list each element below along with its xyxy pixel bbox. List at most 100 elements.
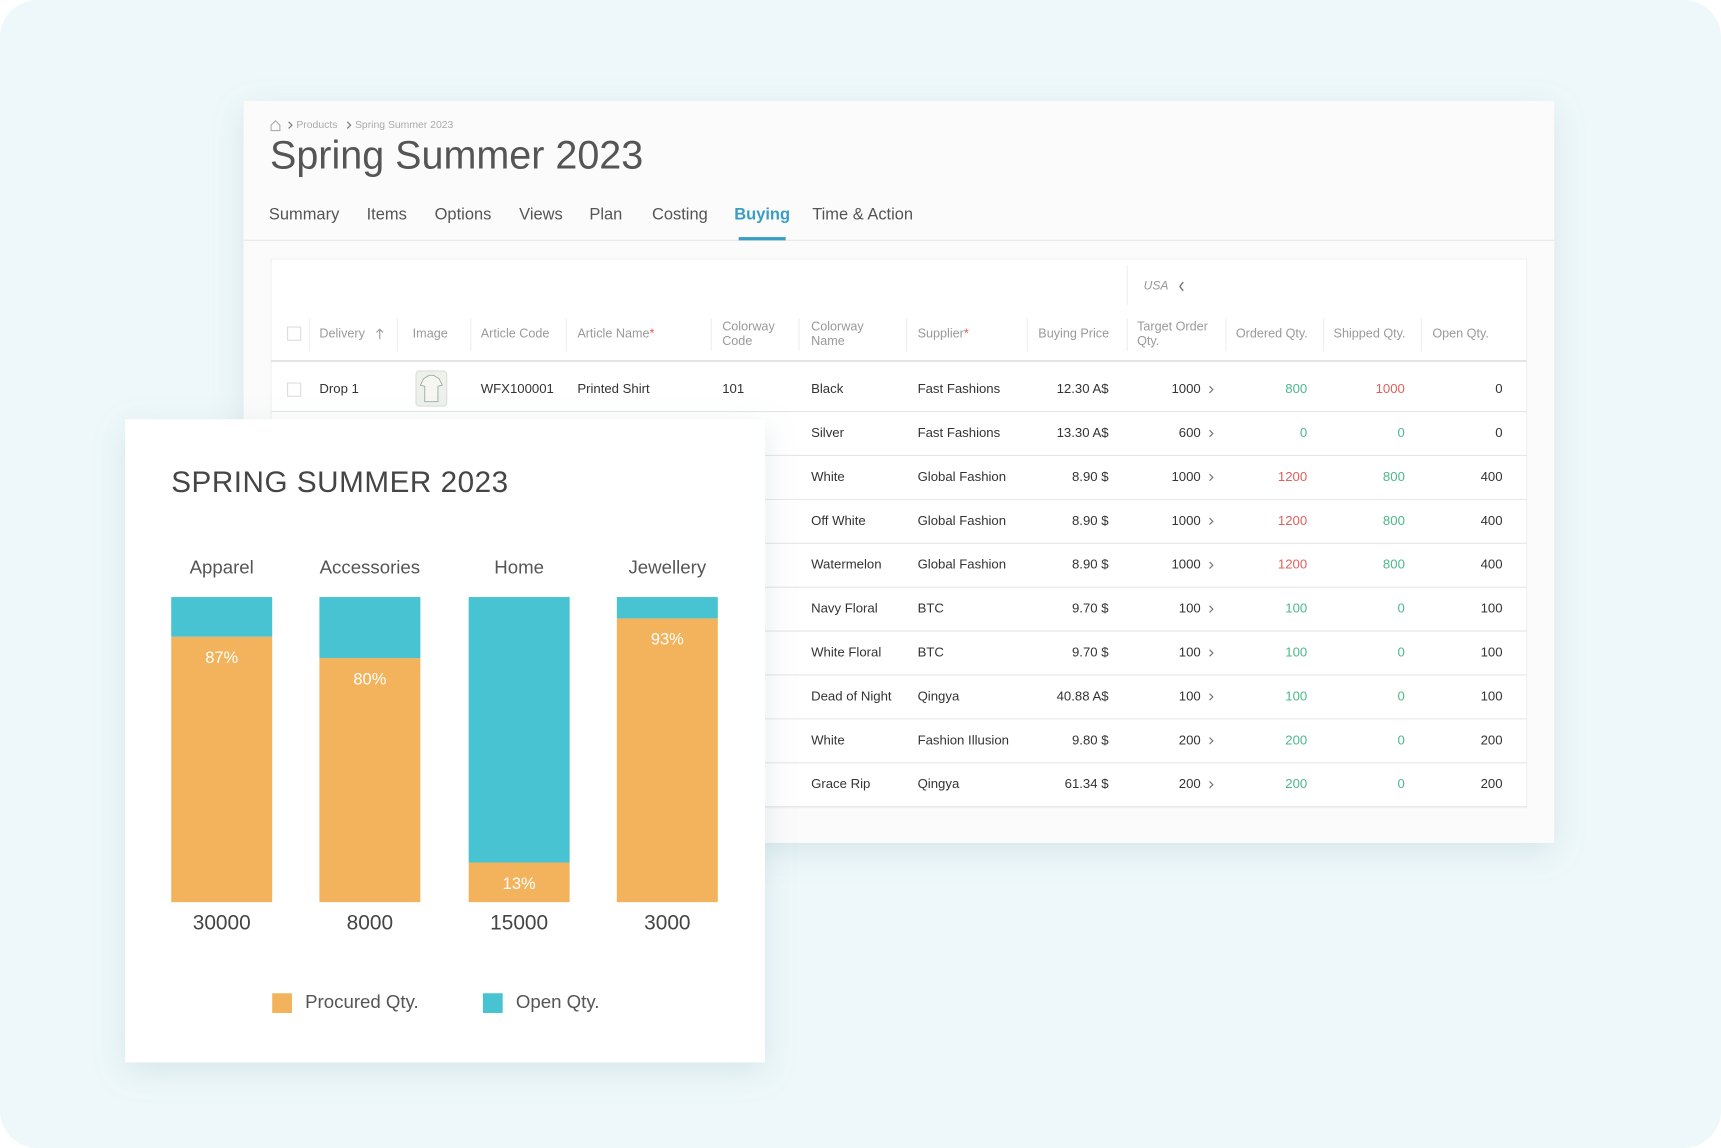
page-title: Spring Summer 2023 xyxy=(270,133,643,177)
cell: 9.70 $ xyxy=(1072,601,1109,616)
cell: 101 xyxy=(722,381,744,396)
value-label: 93% xyxy=(651,631,684,649)
cell: 0 xyxy=(1398,732,1405,747)
cell: 61.34 $ xyxy=(1065,776,1110,791)
column-header[interactable]: Buying Price xyxy=(1038,327,1109,341)
header-text: Open Qty. xyxy=(1432,327,1489,341)
cell: 9.80 $ xyxy=(1072,732,1109,747)
cell: White xyxy=(811,732,845,747)
cell: 800 xyxy=(1383,557,1405,572)
column-header[interactable]: Open Qty. xyxy=(1432,327,1489,341)
chart-card: SPRING SUMMER 2023 Apparel 87% 30000 Access… xyxy=(125,419,766,1063)
bar-segment xyxy=(171,597,273,637)
cell: 100 xyxy=(1179,645,1201,660)
tab[interactable]: Time & Action xyxy=(812,205,913,223)
tab[interactable]: Costing xyxy=(652,205,708,223)
chevron xyxy=(346,121,352,129)
cell: 100 xyxy=(1285,601,1307,616)
thumbnail-shirt xyxy=(419,374,443,403)
cell: 200 xyxy=(1481,732,1503,747)
category-total: 3000 xyxy=(644,912,690,935)
tab[interactable]: Plan xyxy=(589,205,622,223)
cell: 200 xyxy=(1179,732,1201,747)
cell: 1000 xyxy=(1376,381,1405,396)
value-label: 13% xyxy=(503,875,536,893)
header-text: Delivery xyxy=(319,327,365,341)
header-text: Supplier xyxy=(918,327,964,341)
cell: 800 xyxy=(1383,513,1405,528)
breadcrumb-item[interactable]: Products xyxy=(296,120,337,131)
tab[interactable]: Buying xyxy=(734,205,790,223)
select-all[interactable] xyxy=(287,326,302,341)
cell: Off White xyxy=(811,513,866,528)
column-header[interactable]: Colorway xyxy=(722,320,775,334)
cell: 1200 xyxy=(1278,557,1307,572)
breadcrumb-item[interactable]: Spring Summer 2023 xyxy=(355,120,454,131)
collapse-icon[interactable] xyxy=(1179,281,1184,292)
header-text: Buying Price xyxy=(1038,327,1109,341)
cell: Silver xyxy=(811,425,845,440)
cell: Black xyxy=(811,381,844,396)
cell: 0 xyxy=(1398,425,1405,440)
cell: Grace Rip xyxy=(811,776,870,791)
cell: 40.88 A$ xyxy=(1057,688,1110,703)
header-text: Shipped Qty. xyxy=(1334,327,1406,341)
required-mark: * xyxy=(649,327,654,341)
chevron xyxy=(1209,429,1214,438)
cell: 0 xyxy=(1300,425,1307,440)
chevron xyxy=(288,121,293,129)
tab[interactable]: Options xyxy=(435,205,492,223)
category-label: Jewellery xyxy=(628,556,706,577)
required-mark: * xyxy=(964,327,969,341)
legend-label: Open Qty. xyxy=(516,991,600,1012)
cell: 1000 xyxy=(1171,513,1200,528)
column-header[interactable]: Delivery xyxy=(319,327,365,341)
cell: 100 xyxy=(1481,645,1503,660)
tab[interactable]: Summary xyxy=(269,205,340,223)
column-header[interactable]: Code xyxy=(722,334,752,348)
sort-icon[interactable] xyxy=(376,328,384,340)
cell: BTC xyxy=(918,601,944,616)
category-label: Accessories xyxy=(320,556,421,577)
header-text: Image xyxy=(413,327,448,341)
cell: BTC xyxy=(918,645,944,660)
category-label: Home xyxy=(494,556,544,577)
column-header[interactable]: Image xyxy=(413,327,448,341)
cell: 100 xyxy=(1179,601,1201,616)
column-header[interactable]: Supplier* xyxy=(918,327,969,341)
region-label: USA xyxy=(1144,279,1169,293)
column-header[interactable]: Qty. xyxy=(1137,334,1159,348)
cell: 800 xyxy=(1285,381,1307,396)
cell: Printed Shirt xyxy=(577,381,650,396)
chevron xyxy=(1209,737,1214,745)
header-text: Name xyxy=(811,334,845,348)
column-header[interactable]: Shipped Qty. xyxy=(1334,327,1406,341)
column-header[interactable]: Ordered Qty. xyxy=(1236,327,1308,341)
home-icon[interactable] xyxy=(270,119,281,132)
cell: 1200 xyxy=(1278,513,1307,528)
column-header[interactable]: Colorway xyxy=(811,320,864,334)
cell: 0 xyxy=(1398,776,1405,791)
cell: 100 xyxy=(1481,688,1503,703)
tab[interactable]: Items xyxy=(367,205,407,223)
row-checkbox[interactable] xyxy=(287,382,302,397)
column-header[interactable]: Target Order xyxy=(1137,320,1208,334)
tab[interactable]: Views xyxy=(519,205,563,223)
column-header[interactable]: Name xyxy=(811,334,845,348)
cell: 0 xyxy=(1495,425,1502,440)
cell: 8.90 $ xyxy=(1072,469,1109,484)
cell: 0 xyxy=(1398,645,1405,660)
cell: 9.70 $ xyxy=(1072,645,1109,660)
column-header[interactable]: Article Name* xyxy=(577,327,654,341)
cell: Qingya xyxy=(918,688,960,703)
category-label: Apparel xyxy=(190,556,254,577)
chevron xyxy=(1209,561,1214,569)
value-label: 80% xyxy=(353,670,386,688)
column-header[interactable]: Article Code xyxy=(481,327,550,341)
cell: 400 xyxy=(1481,469,1503,484)
category-total: 30000 xyxy=(193,912,251,935)
bar-segment xyxy=(468,597,570,863)
cell: 100 xyxy=(1481,601,1503,616)
